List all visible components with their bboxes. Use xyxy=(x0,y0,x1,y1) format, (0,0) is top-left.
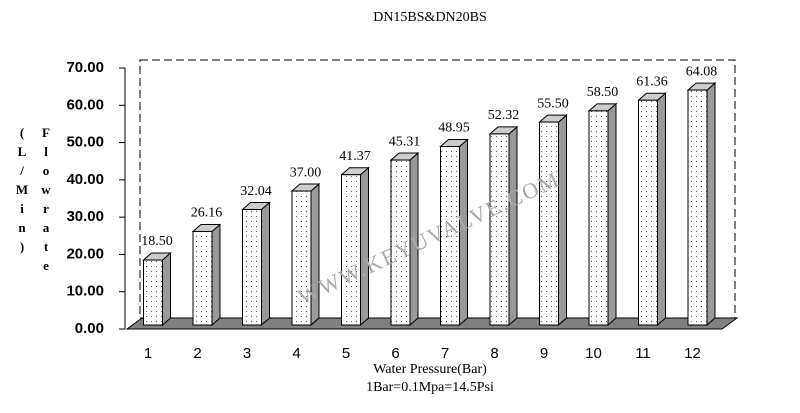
value-label: 48.95 xyxy=(438,121,470,136)
y-tick-label: 20.00 xyxy=(66,245,104,262)
bar-front xyxy=(588,110,609,326)
x-tick-label: 8 xyxy=(490,345,498,362)
bar-side xyxy=(706,81,716,327)
chart-title: DN15BS&DN20BS xyxy=(373,10,487,25)
bar xyxy=(587,102,618,327)
bar-front xyxy=(539,121,559,326)
value-label: 18.50 xyxy=(141,234,173,249)
bar-front xyxy=(143,259,163,326)
bar-front xyxy=(687,89,708,326)
x-tick-label: 12 xyxy=(684,345,701,362)
x-tick-label: 5 xyxy=(342,345,350,362)
bar-side xyxy=(162,251,171,327)
x-tick-label: 2 xyxy=(193,345,201,362)
x-tick-label: 11 xyxy=(635,345,651,362)
bar xyxy=(340,166,370,327)
value-label: 55.50 xyxy=(537,96,569,111)
bar-front xyxy=(242,209,262,326)
bar xyxy=(142,251,172,327)
watermark: WWW.KEYUVALVE.COM xyxy=(294,166,564,310)
bar-front xyxy=(341,174,361,326)
x-tick-label: 9 xyxy=(540,345,548,362)
value-label: 52.32 xyxy=(488,108,520,123)
bar xyxy=(538,113,568,327)
value-label: 41.37 xyxy=(339,149,371,164)
bar xyxy=(191,223,222,327)
bar-side xyxy=(558,113,567,327)
bar-side xyxy=(508,125,518,327)
value-label: 58.50 xyxy=(587,85,619,100)
y-tick-label: 10.00 xyxy=(66,283,104,300)
value-label: 37.00 xyxy=(290,165,322,180)
bar xyxy=(389,151,420,327)
bar xyxy=(637,92,667,327)
y-tick-label: 60.00 xyxy=(66,96,104,113)
y-tick-label: 50.00 xyxy=(66,134,104,151)
bar-front xyxy=(390,159,411,326)
bar-side xyxy=(360,166,369,327)
value-label: 64.08 xyxy=(686,64,718,79)
floor xyxy=(125,317,739,330)
bar-front xyxy=(489,133,510,326)
y-tick-label: 40.00 xyxy=(66,171,104,188)
value-label: 61.36 xyxy=(636,74,668,89)
value-label: 45.31 xyxy=(389,134,421,149)
bar-front xyxy=(638,99,658,326)
y-axis-label: Flowrate xyxy=(39,125,54,277)
x-tick-label: 1 xyxy=(144,345,152,362)
bar xyxy=(686,81,717,327)
bar xyxy=(241,201,271,327)
bar xyxy=(439,138,469,327)
y-tick-label: 70.00 xyxy=(66,59,104,76)
back-wall xyxy=(139,59,736,319)
value-label: 26.16 xyxy=(191,206,223,221)
bar xyxy=(488,125,519,327)
bar-side xyxy=(607,102,617,327)
y-tick-label: 0.00 xyxy=(75,320,104,337)
y-axis-unit: (L/Min) xyxy=(15,125,30,258)
bar-front xyxy=(291,190,312,326)
bar-side xyxy=(211,223,221,327)
bar-side xyxy=(261,201,270,327)
bar-side xyxy=(657,92,666,327)
x-axis-label: Water Pressure(Bar) xyxy=(373,362,487,377)
x-tick-label: 7 xyxy=(441,345,449,362)
value-label: 32.04 xyxy=(240,184,272,199)
x-tick-label: 3 xyxy=(243,345,251,362)
x-tick-label: 4 xyxy=(292,345,300,362)
bar xyxy=(290,182,321,327)
y-tick-label: 30.00 xyxy=(66,208,104,225)
bar-front xyxy=(192,230,213,326)
x-tick-label: 10 xyxy=(585,345,602,362)
note: 1Bar=0.1Mpa=14.5Psi xyxy=(366,380,494,395)
bars xyxy=(142,81,717,327)
x-tick-label: 6 xyxy=(391,345,399,362)
bar-front xyxy=(440,145,460,326)
